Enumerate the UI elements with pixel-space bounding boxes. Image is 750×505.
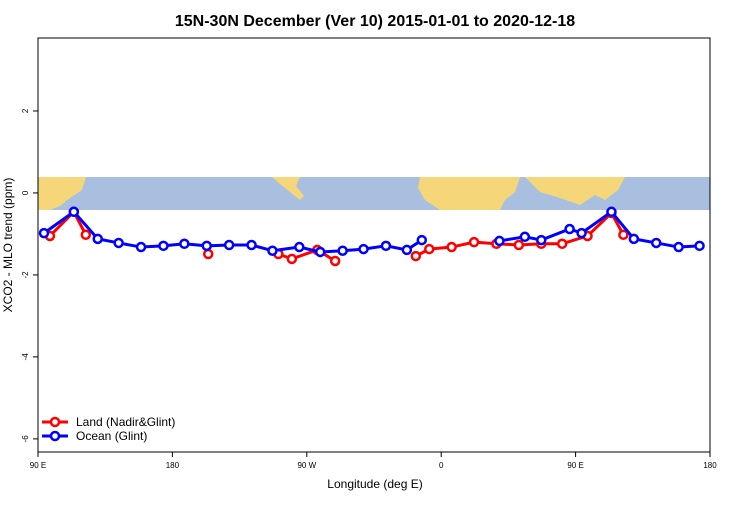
point (673, 241, 684, 253)
point (246, 239, 257, 251)
x-tick-label: 180 (166, 461, 180, 470)
point (401, 244, 413, 256)
point (618, 229, 629, 241)
point (694, 240, 705, 252)
point (179, 238, 190, 250)
point (424, 243, 435, 255)
point (158, 240, 169, 252)
point (650, 237, 662, 249)
point (410, 250, 422, 262)
point (113, 237, 124, 249)
y-tick-label: -6 (21, 435, 30, 443)
map-strip (38, 177, 710, 210)
land-shape (525, 177, 625, 205)
point (201, 240, 212, 252)
point (628, 233, 640, 245)
series-line (48, 209, 625, 263)
x-axis-label: Longitude (deg E) (327, 477, 422, 491)
plot-frame (37, 37, 711, 453)
point (564, 223, 575, 235)
point (68, 206, 80, 218)
point (556, 238, 568, 250)
point (358, 243, 369, 255)
x-tick-label: 0 (439, 461, 444, 470)
point (80, 229, 92, 241)
point (519, 231, 531, 243)
point (135, 241, 147, 253)
y-tick-label: -4 (21, 353, 30, 361)
land-shape (272, 177, 304, 200)
point (314, 246, 326, 258)
x-tick-label: 90 E (567, 461, 583, 470)
legend-label: Land (Nadir&Glint) (76, 415, 175, 429)
point (92, 233, 103, 245)
legend-label: Ocean (Glint) (76, 429, 147, 443)
point (536, 234, 547, 246)
point (446, 241, 457, 253)
point (337, 245, 348, 256)
point (513, 239, 525, 251)
land-shape (38, 177, 86, 210)
legend-marker (49, 416, 61, 428)
point (576, 227, 587, 239)
point (223, 239, 235, 251)
point (468, 236, 480, 248)
x-tick-label: 180 (703, 461, 717, 470)
legend-marker (49, 430, 61, 442)
point (286, 253, 298, 265)
point (380, 240, 392, 252)
point (294, 241, 305, 253)
point (606, 206, 617, 218)
point (38, 227, 50, 239)
point (329, 255, 341, 267)
x-tick-label: 90 E (30, 461, 46, 470)
point (416, 234, 428, 246)
land-shape (418, 177, 520, 210)
y-tick-label: 2 (21, 108, 30, 113)
y-tick-label: -2 (21, 271, 30, 279)
x-tick-label: 90 W (297, 461, 316, 470)
point (202, 248, 214, 260)
y-axis-label: XCO2 - MLO trend (ppm) (1, 178, 15, 313)
point (267, 245, 278, 256)
point (494, 235, 505, 247)
y-tick-label: 0 (21, 190, 30, 195)
chart-title: 15N-30N December (Ver 10) 2015-01-01 to … (175, 13, 575, 30)
